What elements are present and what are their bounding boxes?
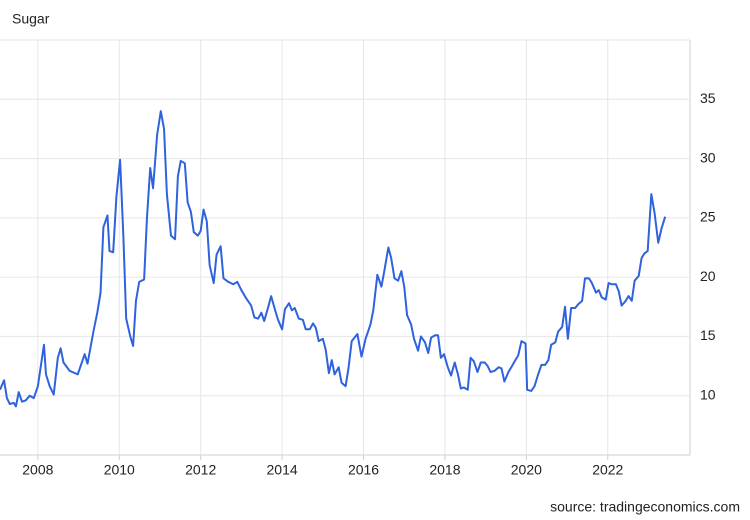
y-tick-label: 10 xyxy=(700,386,716,402)
x-tick-label: 2014 xyxy=(267,462,298,478)
chart-title: Sugar xyxy=(12,11,50,27)
x-tick-label: 2016 xyxy=(348,462,379,478)
y-tick-label: 35 xyxy=(700,90,716,106)
x-tick-label: 2010 xyxy=(104,462,135,478)
x-tick-label: 2018 xyxy=(429,462,460,478)
x-tick-label: 2020 xyxy=(511,462,542,478)
y-tick-label: 20 xyxy=(700,268,716,284)
x-tick-label: 2022 xyxy=(592,462,623,478)
source-note: source: tradingeconomics.com xyxy=(550,499,740,515)
x-tick-label: 2008 xyxy=(22,462,53,478)
y-tick-label: 25 xyxy=(700,209,716,225)
x-tick-label: 2012 xyxy=(185,462,216,478)
price-line xyxy=(0,110,667,408)
y-tick-label: 30 xyxy=(700,149,716,165)
y-tick-label: 15 xyxy=(700,327,716,343)
